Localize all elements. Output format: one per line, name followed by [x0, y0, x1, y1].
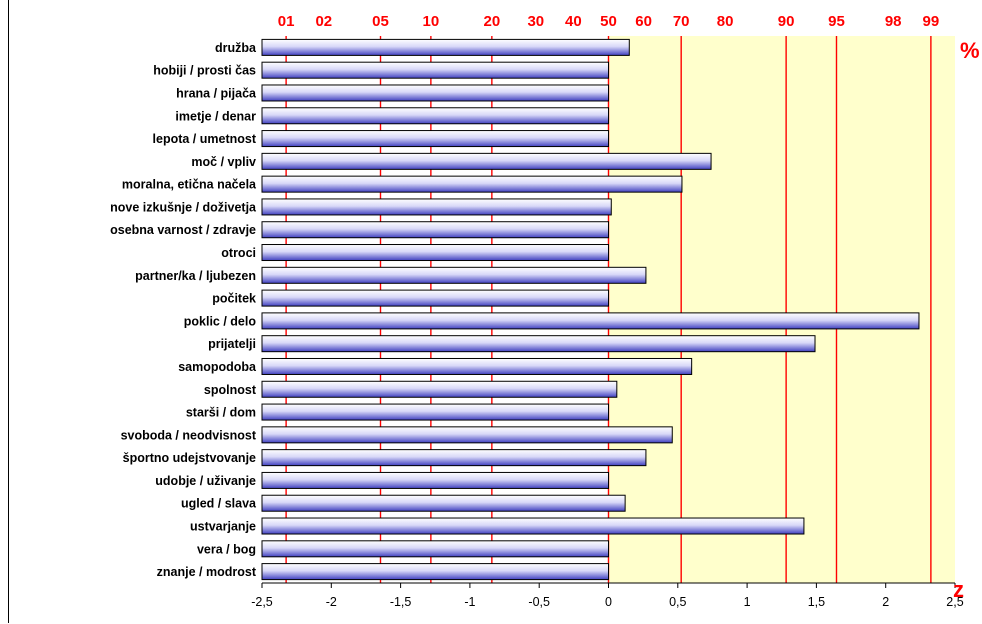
- bar: [261, 403, 609, 421]
- category-label: partner/ka / ljubezen: [135, 269, 256, 283]
- category-label: športno udejstvovanje: [123, 451, 256, 465]
- bar: [261, 471, 609, 489]
- bar: [261, 380, 618, 398]
- percent-unit-label: %: [960, 38, 980, 63]
- chart-frame: [8, 0, 978, 623]
- bar: [261, 221, 609, 239]
- bar: [261, 266, 647, 284]
- category-label: hrana / pijača: [176, 86, 257, 100]
- percentile-label: 01: [278, 13, 295, 30]
- z-unit-label: z: [953, 577, 964, 602]
- x-ticks: -2,5 -2 -1,5 -1 -0,5 0 0,5 1 1,5 2 2,5: [251, 583, 964, 609]
- bar: [261, 107, 609, 125]
- x-tick-label: -0,5: [528, 595, 550, 609]
- category-label: svoboda / neodvisnost: [121, 428, 257, 442]
- x-tick-label: -1,5: [390, 595, 412, 609]
- x-tick-label: 0: [605, 595, 612, 609]
- category-label: udobje / uživanje: [155, 474, 256, 488]
- bar: [261, 540, 609, 558]
- category-label: lepota / umetnost: [153, 132, 257, 146]
- category-label: družba: [215, 41, 257, 55]
- category-label: počitek: [212, 292, 256, 306]
- percentile-label: 05: [372, 13, 389, 30]
- bar: [261, 198, 612, 216]
- bar: [261, 61, 609, 79]
- category-label: hobiji / prosti čas: [153, 64, 256, 78]
- bar: [261, 130, 609, 148]
- percentile-label: 80: [717, 13, 734, 30]
- category-label: otroci: [221, 246, 256, 260]
- bar: [261, 152, 712, 170]
- bar: [261, 289, 609, 307]
- percentile-label: 90: [778, 13, 795, 30]
- category-label: samopodoba: [178, 360, 257, 374]
- bar: [261, 244, 609, 262]
- bar: [261, 312, 920, 330]
- category-labels: družba hobiji / prosti čas hrana / pijača i…: [110, 41, 257, 579]
- bar: [261, 175, 683, 193]
- percentile-label: 20: [484, 13, 501, 30]
- x-tick-label: -1: [464, 595, 475, 609]
- category-label: prijatelji: [208, 337, 256, 351]
- category-label: nove izkušnje / doživetja: [110, 200, 257, 214]
- category-label: moč / vpliv: [191, 155, 256, 169]
- percentile-label: 98: [885, 13, 902, 30]
- bar: [261, 449, 647, 467]
- bars: [261, 38, 920, 581]
- percentile-label: 10: [423, 13, 440, 30]
- percentile-label: 99: [923, 13, 940, 30]
- bar: [261, 357, 693, 375]
- x-tick-label: 0,5: [669, 595, 686, 609]
- category-label: poklic / delo: [184, 314, 257, 328]
- category-label: znanje / modrost: [157, 565, 257, 579]
- category-label: moralna, etična načela: [122, 178, 257, 192]
- percentile-label: 02: [315, 13, 332, 30]
- category-label: ugled / slava: [181, 497, 257, 511]
- positive-zone-background: [608, 36, 955, 583]
- bar: [261, 517, 805, 535]
- percentile-label: 95: [828, 13, 845, 30]
- category-label: vera / bog: [197, 542, 256, 556]
- x-tick-label: 1: [744, 595, 751, 609]
- bar: [261, 84, 609, 102]
- bar: [261, 494, 626, 512]
- percentile-label: 60: [635, 13, 652, 30]
- category-label: osebna varnost / zdravje: [110, 223, 256, 237]
- x-tick-label: 1,5: [808, 595, 825, 609]
- category-label: spolnost: [204, 383, 257, 397]
- category-label: ustvarjanje: [190, 520, 256, 534]
- category-label: starši / dom: [186, 406, 256, 420]
- x-tick-label: -2,5: [251, 595, 273, 609]
- x-tick-label: -2: [326, 595, 337, 609]
- category-label: imetje / denar: [175, 109, 256, 123]
- percentile-label: 30: [527, 13, 544, 30]
- percentile-labels: 01 02 05 10 20 30 40 50 60 70 80 90 95 98 99: [278, 13, 939, 30]
- percentile-label: 40: [565, 13, 582, 30]
- bar: [261, 335, 816, 353]
- bar: [261, 426, 673, 444]
- bar: [261, 38, 630, 56]
- x-tick-label: 2,5: [946, 595, 963, 609]
- x-tick-label: 2: [882, 595, 889, 609]
- percentile-label: 50: [600, 13, 617, 30]
- bar: [261, 563, 609, 581]
- percentile-label: 70: [673, 13, 690, 30]
- percentile-lines: [285, 36, 932, 583]
